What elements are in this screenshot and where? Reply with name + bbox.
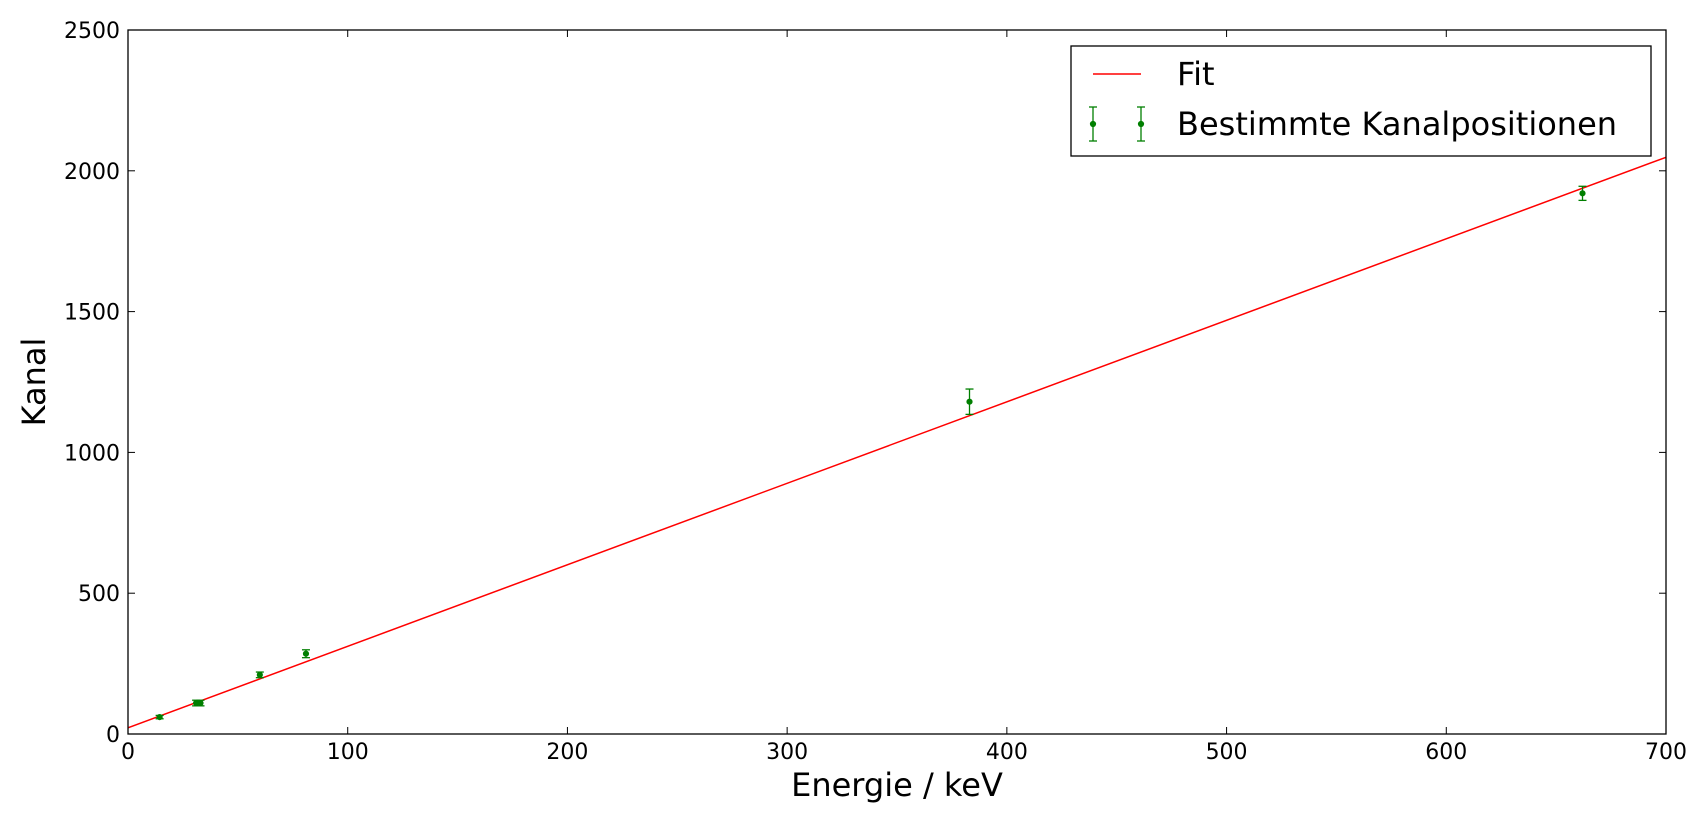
- x-tick-label: 500: [1206, 740, 1248, 765]
- axis-ticks: 0 100 200 300 400 500 600 700 0 500 1000 1500 2000 25…: [64, 19, 1687, 765]
- x-tick-label: 600: [1425, 740, 1467, 765]
- plot-frame: [127, 29, 1667, 735]
- y-tick-label: 1500: [64, 301, 120, 326]
- legend-errorbar-mark: [1089, 106, 1097, 142]
- data-point: [255, 671, 264, 679]
- x-tick-label: 100: [327, 740, 369, 765]
- y-tick-label: 2000: [64, 160, 120, 185]
- legend-errorbar-mark: [1137, 106, 1145, 142]
- x-tick-label: 700: [1645, 740, 1687, 765]
- fit-line: [128, 156, 1666, 729]
- legend: Fit Bestimmte Kanalpositionen: [1070, 45, 1652, 157]
- legend-fit-label: Fit: [1177, 55, 1215, 93]
- x-tick-label: 300: [766, 740, 808, 765]
- y-axis-label: Kanal: [15, 338, 53, 427]
- data-point: [155, 714, 164, 721]
- y-tick-label: 0: [106, 723, 120, 748]
- data-point: [965, 388, 974, 416]
- data-point: [1578, 185, 1587, 202]
- series-layer: [128, 156, 1666, 729]
- x-tick-label: 400: [986, 740, 1028, 765]
- legend-box: [1070, 45, 1652, 157]
- legend-errorbar-swatch: [1089, 106, 1145, 142]
- y-tick-label: 500: [78, 582, 120, 607]
- y-tick-label: 2500: [64, 19, 120, 44]
- data-point: [192, 699, 201, 707]
- x-tick-label: 200: [546, 740, 588, 765]
- x-axis-label: Energie / keV: [791, 766, 1003, 804]
- legend-errorbar-label: Bestimmte Kanalpositionen: [1177, 105, 1617, 143]
- data-point: [196, 699, 205, 707]
- y-tick-label: 1000: [64, 441, 120, 466]
- data-point: [301, 649, 310, 659]
- x-tick-label: 0: [121, 740, 135, 765]
